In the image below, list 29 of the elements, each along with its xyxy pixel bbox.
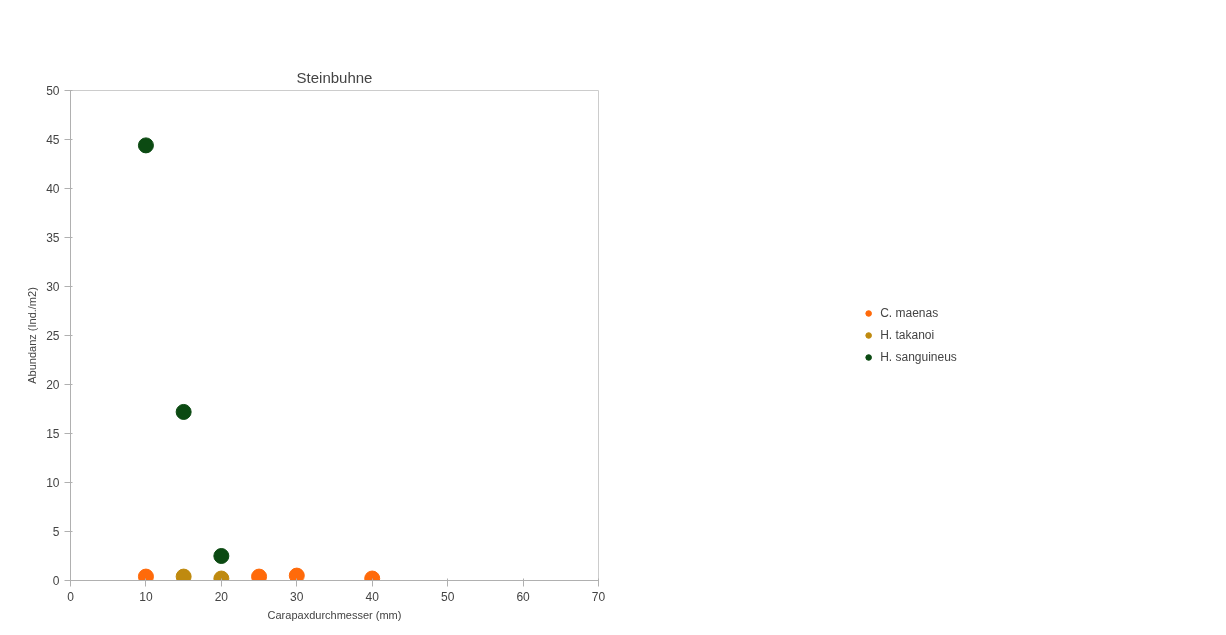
y-tick-label: 0 [52, 574, 60, 588]
point [175, 403, 192, 420]
chart-title: Steinbuhne [296, 68, 373, 86]
point [288, 567, 305, 581]
y-tick-label: 30 [46, 280, 60, 294]
y-tick-label: 50 [46, 84, 60, 98]
x-tick-label: 30 [290, 589, 304, 604]
x-tick-label: 70 [591, 589, 606, 604]
y-tick-label: 35 [46, 231, 60, 245]
point [213, 548, 230, 564]
x-tick-label: 60 [516, 589, 531, 604]
x-tick-label: 0 [67, 589, 75, 604]
y-axis-title: Abundanz (Ind./m2) [26, 287, 39, 384]
x-tick-label: 50 [440, 589, 455, 604]
legend-label: C. maenas [880, 306, 939, 320]
x-tick-label: 40 [365, 589, 380, 604]
y-tick-label: 20 [46, 378, 60, 392]
y-tick-label: 45 [46, 133, 60, 147]
legend-label: H. sanguineus [880, 350, 957, 364]
x-tick-label: 10 [139, 589, 153, 604]
y-tick-label: 5 [52, 525, 60, 539]
y-tick-label: 25 [46, 329, 60, 343]
y-tick-label: 15 [46, 427, 60, 441]
x-axis-title: Carapaxdurchmesser (mm) [267, 608, 402, 621]
y-tick-label: 10 [46, 476, 60, 490]
legend-label: H. takanoi [880, 328, 935, 342]
y-tick-label: 40 [46, 182, 60, 196]
point [137, 137, 154, 154]
x-tick-label: 20 [214, 589, 229, 604]
